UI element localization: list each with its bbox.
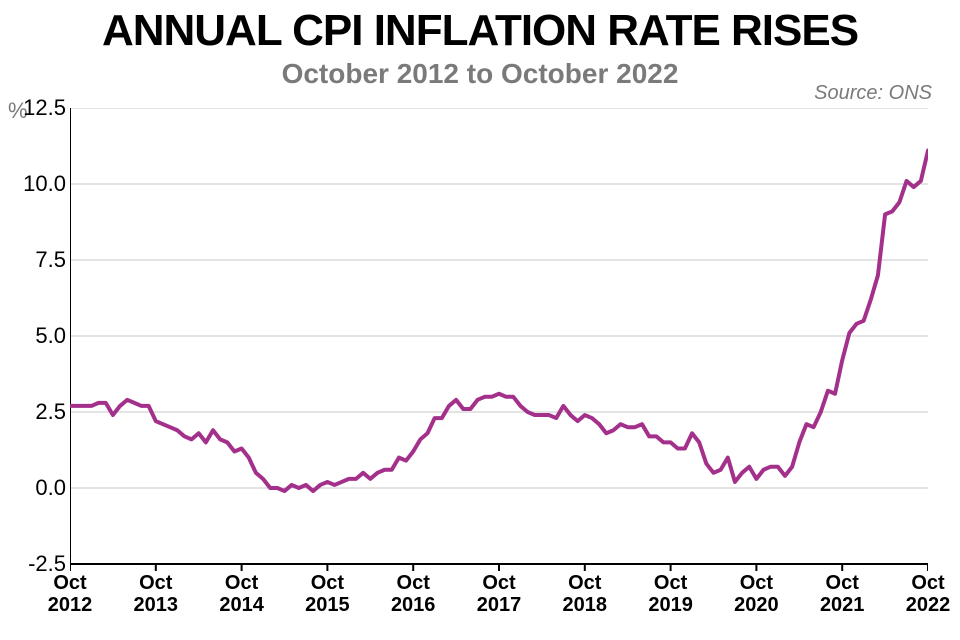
y-tick-label: 12.5 <box>16 95 66 121</box>
x-tick-label: Oct2015 <box>287 572 367 616</box>
line-chart-plot <box>70 108 928 574</box>
x-tick-label: Oct2019 <box>631 572 711 616</box>
x-tick-label: Oct2013 <box>116 572 196 616</box>
x-tick-label: Oct2020 <box>716 572 796 616</box>
x-tick-label: Oct2012 <box>30 572 110 616</box>
y-tick-label: 7.5 <box>16 247 66 273</box>
x-tick-label: Oct2022 <box>888 572 960 616</box>
y-tick-label: 5.0 <box>16 323 66 349</box>
y-tick-label: 0.0 <box>16 475 66 501</box>
y-tick-label: 2.5 <box>16 399 66 425</box>
chart-title: ANNUAL CPI INFLATION RATE RISES <box>0 6 960 56</box>
x-tick-label: Oct2021 <box>802 572 882 616</box>
x-tick-label: Oct2016 <box>373 572 453 616</box>
x-tick-label: Oct2017 <box>459 572 539 616</box>
chart-source: Source: ONS <box>814 82 932 105</box>
x-tick-label: Oct2014 <box>202 572 282 616</box>
y-tick-label: 10.0 <box>16 171 66 197</box>
x-tick-label: Oct2018 <box>545 572 625 616</box>
